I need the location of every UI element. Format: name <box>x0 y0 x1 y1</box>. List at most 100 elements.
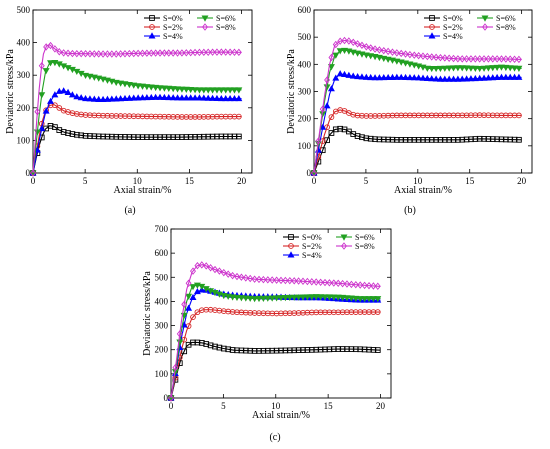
data-point <box>441 54 448 62</box>
data-point <box>332 40 339 49</box>
legend-label: S=2% <box>443 23 463 32</box>
data-point <box>234 272 240 281</box>
data-point <box>374 282 381 290</box>
plot-frame <box>32 9 253 174</box>
legend-swatch-marker <box>149 24 155 30</box>
data-point <box>247 274 254 283</box>
data-point <box>437 53 444 62</box>
x-tick-label: 15 <box>465 176 475 186</box>
data-point <box>374 347 381 353</box>
x-axis-label: Axial strain/% <box>113 185 171 196</box>
data-point <box>308 294 316 301</box>
data-point <box>450 54 457 63</box>
data-point <box>341 47 348 54</box>
data-point <box>51 91 59 98</box>
x-tick-label: 20 <box>517 176 527 186</box>
data-point <box>169 94 177 101</box>
data-point <box>336 48 344 55</box>
data-point <box>68 66 76 74</box>
x-tick-label: 5 <box>364 176 369 186</box>
series-line <box>32 125 242 174</box>
data-point <box>428 53 435 61</box>
data-point <box>65 49 72 57</box>
data-point <box>99 95 107 103</box>
y-axis-label: Deviatoric stress/kPa <box>286 49 297 134</box>
data-point <box>156 85 164 92</box>
data-point <box>225 270 232 278</box>
data-point <box>511 65 519 72</box>
data-point <box>55 61 63 68</box>
data-point <box>238 273 245 281</box>
data-point <box>516 136 522 143</box>
data-point <box>264 276 271 284</box>
data-point <box>122 50 128 58</box>
data-point <box>295 294 303 301</box>
y-tick-label: 500 <box>298 32 312 42</box>
data-point <box>308 278 315 286</box>
data-point <box>273 276 280 284</box>
data-point <box>472 55 479 63</box>
x-tick-label: 20 <box>237 176 247 186</box>
data-point <box>317 294 325 301</box>
data-point <box>393 73 401 80</box>
data-point <box>47 60 54 67</box>
data-point <box>229 294 237 301</box>
data-point <box>371 74 379 81</box>
data-point <box>217 94 225 102</box>
data-point <box>204 87 212 94</box>
data-point <box>242 274 249 282</box>
data-point <box>231 94 238 102</box>
data-point <box>273 295 281 302</box>
data-point <box>209 48 216 56</box>
series-line <box>170 264 381 399</box>
data-point <box>458 65 466 72</box>
data-point <box>282 276 289 285</box>
data-point <box>480 65 488 72</box>
series-line <box>32 44 242 174</box>
data-point <box>332 74 340 81</box>
legend-label: S=4% <box>163 32 183 41</box>
data-point <box>259 295 267 302</box>
data-point <box>112 95 120 102</box>
data-point <box>366 281 372 290</box>
data-point <box>397 73 405 80</box>
data-point <box>335 279 342 288</box>
series-S=2% <box>30 102 242 176</box>
data-point <box>182 86 190 93</box>
x-tick-label: 10 <box>133 176 143 186</box>
data-point <box>303 294 311 301</box>
y-tick-label: 200 <box>298 114 312 124</box>
data-point <box>203 262 210 270</box>
data-point <box>103 95 111 102</box>
data-point <box>358 41 365 50</box>
data-point <box>402 50 409 58</box>
data-point <box>134 94 142 101</box>
data-point <box>77 94 85 101</box>
data-point <box>174 49 181 57</box>
legend-swatch-marker <box>428 32 436 39</box>
data-point <box>324 76 331 84</box>
data-point <box>56 48 63 56</box>
data-point <box>436 75 444 82</box>
data-point <box>148 49 155 57</box>
data-point <box>432 75 440 82</box>
y-tick-label: 600 <box>298 5 312 15</box>
data-point <box>165 85 173 92</box>
data-point <box>242 295 250 302</box>
data-point <box>182 94 190 101</box>
legend-swatch-marker <box>288 234 294 240</box>
data-point <box>152 84 160 92</box>
data-point <box>246 295 254 302</box>
data-point <box>406 50 413 59</box>
data-point <box>363 43 370 51</box>
data-point <box>209 94 217 101</box>
data-point <box>374 309 381 315</box>
data-point <box>176 339 184 346</box>
data-point <box>347 295 355 302</box>
data-point <box>345 71 353 78</box>
data-point <box>38 124 46 132</box>
data-point <box>332 52 340 59</box>
data-point <box>322 278 328 287</box>
legend-swatch-marker <box>482 23 488 31</box>
